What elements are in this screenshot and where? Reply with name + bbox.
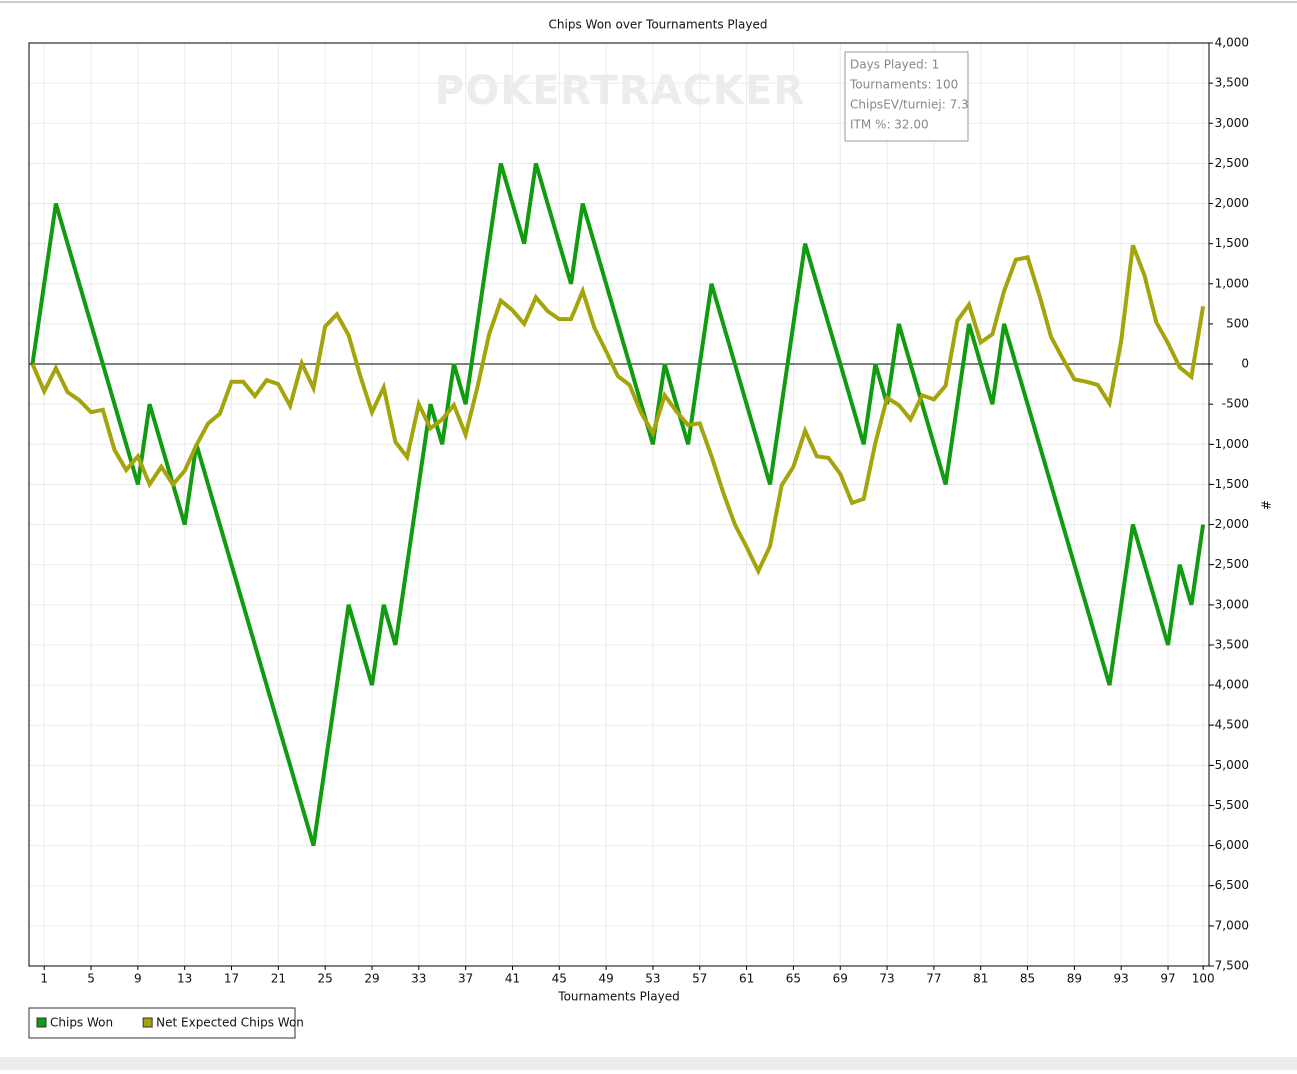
- info-text: Tournaments: 100: [849, 78, 958, 92]
- x-tick-label: 13: [177, 972, 192, 986]
- y-tick-label: -4,500: [1210, 718, 1249, 732]
- y-tick-label: -5,500: [1210, 798, 1249, 812]
- info-text: Days Played: 1: [850, 58, 939, 72]
- y-tick-label: 0: [1241, 357, 1249, 371]
- legend-label: Net Expected Chips Won: [156, 1016, 304, 1030]
- info-text: ITM %: 32.00: [850, 118, 929, 132]
- y-tick-label: -3,500: [1210, 637, 1249, 651]
- y-tick-label: -6,500: [1210, 878, 1249, 892]
- info-box-frame: [844, 51, 969, 142]
- legend-swatch: [142, 1017, 153, 1028]
- y-tick-label: -7,000: [1210, 918, 1249, 932]
- y-tick-label: 1,500: [1215, 236, 1249, 250]
- series-line: [30, 244, 1206, 576]
- x-tick-label: 73: [879, 972, 894, 986]
- plot-frame: [28, 42, 1210, 967]
- y-tick-label: 1,000: [1215, 276, 1249, 290]
- x-tick-label: 41: [505, 972, 520, 986]
- y-tick-label: -1,000: [1210, 437, 1249, 451]
- y-tick-label: -5,000: [1210, 758, 1249, 772]
- x-tick-label: 33: [411, 972, 426, 986]
- x-tick-label: 81: [973, 972, 988, 986]
- legend-label: Chips Won: [50, 1016, 113, 1030]
- x-tick-label: 53: [645, 972, 660, 986]
- x-tick-label: 49: [598, 972, 613, 986]
- y-tick-label: 500: [1226, 316, 1249, 330]
- x-tick-label: 21: [271, 972, 286, 986]
- x-tick-label: 97: [1160, 972, 1175, 986]
- y-tick-label: -2,500: [1210, 557, 1249, 571]
- x-tick-label: 89: [1067, 972, 1082, 986]
- chart-title: Chips Won over Tournaments Played: [549, 18, 768, 32]
- y-axis-label: #: [1259, 500, 1273, 510]
- x-tick-label: 17: [224, 972, 239, 986]
- y-tick-label: 2,500: [1215, 156, 1249, 170]
- y-tick-label: -7,500: [1210, 959, 1249, 973]
- y-tick-label: -2,000: [1210, 517, 1249, 531]
- y-tick-label: -500: [1222, 397, 1249, 411]
- y-tick-label: -4,000: [1210, 678, 1249, 692]
- x-tick-label: 29: [364, 972, 379, 986]
- info-text: ChipsEV/turniej: 7.3: [850, 98, 969, 112]
- y-tick-label: 3,000: [1215, 116, 1249, 130]
- legend: Chips Won Net Expected Chips Won: [28, 1007, 304, 1039]
- series-line: [30, 162, 1206, 847]
- y-tick-label: 2,000: [1215, 196, 1249, 210]
- x-tick-label: 93: [1114, 972, 1129, 986]
- x-tick-label: 25: [318, 972, 333, 986]
- info-box: Days Played: 1 Tournaments: 100 ChipsEV/tu…: [844, 51, 969, 142]
- x-tick-label: 100: [1192, 972, 1215, 986]
- watermark: POKERTRACKER: [435, 68, 805, 114]
- x-tick-label: 45: [552, 972, 567, 986]
- y-tick-label: 3,500: [1215, 76, 1249, 90]
- legend-frame: [28, 1007, 296, 1039]
- x-tick-label: 1: [40, 972, 48, 986]
- x-tick-label: 85: [1020, 972, 1035, 986]
- x-tick-label: 57: [692, 972, 707, 986]
- x-tick-label: 77: [926, 972, 941, 986]
- x-tick-label: 5: [87, 972, 95, 986]
- x-tick-label: 61: [739, 972, 754, 986]
- x-tick-label: 65: [786, 972, 801, 986]
- bottom-bar: [0, 1057, 1297, 1070]
- x-tick-label: 9: [134, 972, 142, 986]
- x-axis-label: Tournaments Played: [557, 990, 679, 1004]
- y-tick-label: -3,000: [1210, 597, 1249, 611]
- x-tick-label: 69: [833, 972, 848, 986]
- y-tick-label: -6,000: [1210, 838, 1249, 852]
- x-tick-label: 37: [458, 972, 473, 986]
- y-tick-label: 4,000: [1215, 36, 1249, 50]
- y-tick-label: -1,500: [1210, 477, 1249, 491]
- legend-swatch: [36, 1017, 47, 1028]
